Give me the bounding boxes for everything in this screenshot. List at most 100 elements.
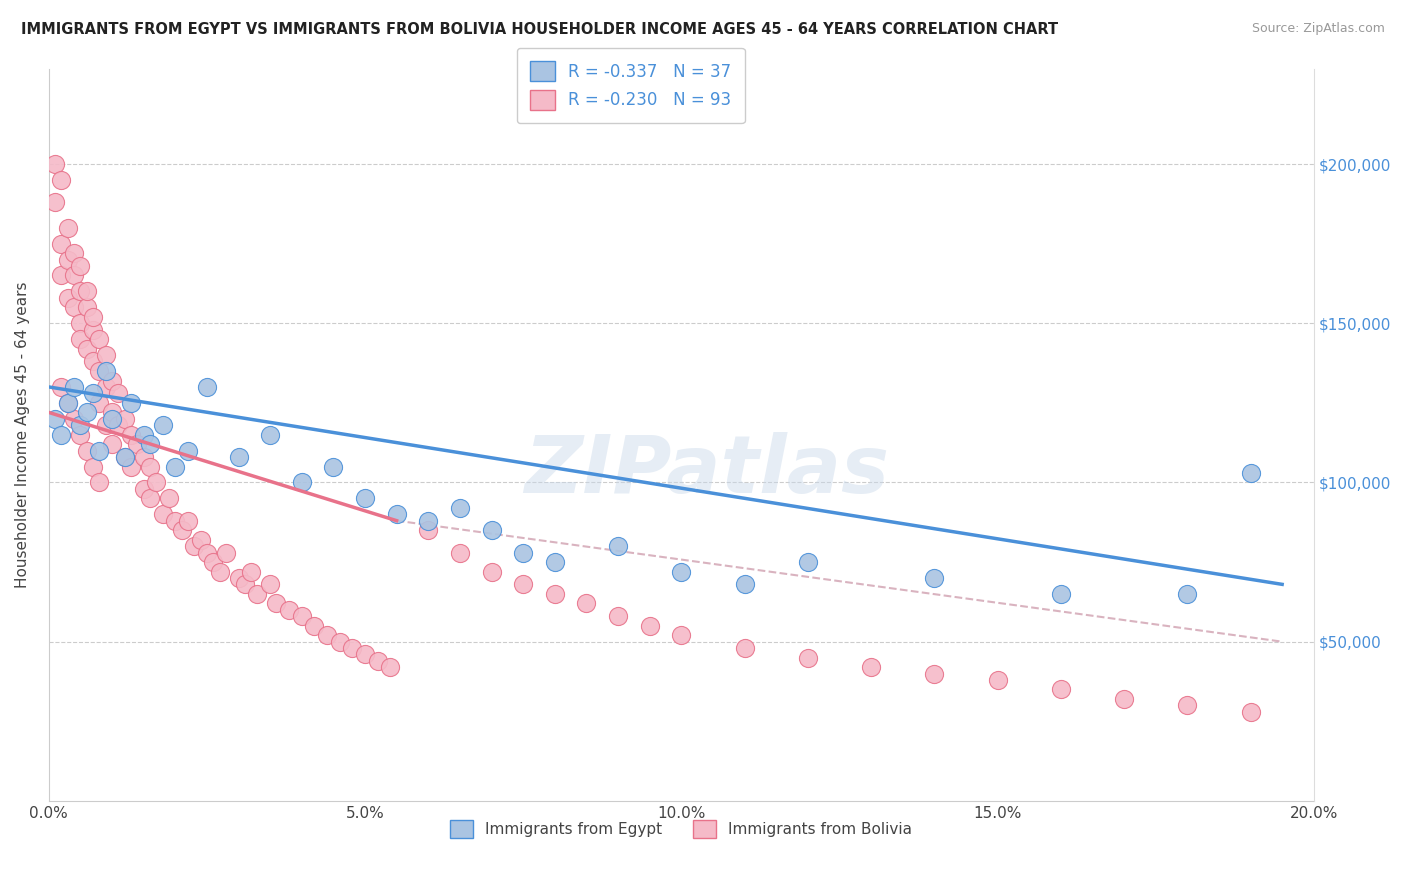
Point xyxy=(418,523,440,537)
Point xyxy=(246,587,269,601)
Point xyxy=(82,386,104,401)
Point xyxy=(228,571,250,585)
Point xyxy=(76,342,98,356)
Point xyxy=(607,609,630,624)
Point xyxy=(89,475,111,490)
Point xyxy=(101,411,124,425)
Point xyxy=(69,285,91,299)
Point xyxy=(139,491,162,506)
Point xyxy=(208,565,231,579)
Point xyxy=(380,660,402,674)
Point xyxy=(51,268,73,283)
Point xyxy=(51,236,73,251)
Point xyxy=(152,508,174,522)
Text: Source: ZipAtlas.com: Source: ZipAtlas.com xyxy=(1251,22,1385,36)
Point xyxy=(44,195,66,210)
Point xyxy=(69,332,91,346)
Point xyxy=(120,459,142,474)
Point xyxy=(120,396,142,410)
Point xyxy=(63,301,86,315)
Point xyxy=(94,380,117,394)
Point xyxy=(304,619,326,633)
Point xyxy=(986,673,1008,687)
Y-axis label: Householder Income Ages 45 - 64 years: Householder Income Ages 45 - 64 years xyxy=(15,282,30,588)
Point xyxy=(82,459,104,474)
Point xyxy=(44,411,66,425)
Point xyxy=(367,654,389,668)
Point xyxy=(481,523,503,537)
Point xyxy=(544,555,567,569)
Point xyxy=(76,285,98,299)
Point xyxy=(671,628,693,642)
Point xyxy=(89,396,111,410)
Point xyxy=(449,545,471,559)
Point xyxy=(157,491,180,506)
Point xyxy=(94,364,117,378)
Point xyxy=(202,555,225,569)
Point xyxy=(177,514,200,528)
Point xyxy=(51,173,73,187)
Point xyxy=(76,405,98,419)
Point xyxy=(859,660,882,674)
Point xyxy=(342,641,364,656)
Point xyxy=(1175,698,1198,713)
Point xyxy=(107,386,129,401)
Point xyxy=(1049,587,1071,601)
Point xyxy=(82,354,104,368)
Point xyxy=(89,332,111,346)
Point xyxy=(82,310,104,324)
Point xyxy=(89,443,111,458)
Text: IMMIGRANTS FROM EGYPT VS IMMIGRANTS FROM BOLIVIA HOUSEHOLDER INCOME AGES 45 - 64: IMMIGRANTS FROM EGYPT VS IMMIGRANTS FROM… xyxy=(21,22,1059,37)
Point xyxy=(139,437,162,451)
Point xyxy=(120,427,142,442)
Point xyxy=(132,482,155,496)
Point xyxy=(233,577,256,591)
Point xyxy=(240,565,263,579)
Point xyxy=(114,450,136,464)
Point xyxy=(322,459,344,474)
Point xyxy=(69,259,91,273)
Point xyxy=(51,380,73,394)
Point xyxy=(101,437,124,451)
Point xyxy=(512,577,534,591)
Point xyxy=(63,380,86,394)
Point xyxy=(127,437,149,451)
Point xyxy=(449,500,471,515)
Point xyxy=(1112,692,1135,706)
Point xyxy=(354,491,377,506)
Point xyxy=(1049,682,1071,697)
Point xyxy=(259,427,281,442)
Point xyxy=(165,514,187,528)
Point xyxy=(94,418,117,433)
Point xyxy=(76,443,98,458)
Point xyxy=(69,316,91,330)
Point xyxy=(145,475,167,490)
Point xyxy=(228,450,250,464)
Point xyxy=(63,268,86,283)
Point xyxy=(1239,705,1261,719)
Point xyxy=(418,514,440,528)
Point xyxy=(69,418,91,433)
Point xyxy=(114,450,136,464)
Point xyxy=(132,427,155,442)
Point xyxy=(94,348,117,362)
Point xyxy=(671,565,693,579)
Point xyxy=(56,396,79,410)
Point xyxy=(107,418,129,433)
Point xyxy=(56,252,79,267)
Point xyxy=(56,396,79,410)
Point xyxy=(734,641,756,656)
Point xyxy=(63,411,86,425)
Point xyxy=(215,545,238,559)
Point xyxy=(56,220,79,235)
Point xyxy=(266,597,288,611)
Point xyxy=(114,411,136,425)
Point xyxy=(544,587,567,601)
Point xyxy=(638,619,661,633)
Point xyxy=(165,459,187,474)
Point xyxy=(190,533,212,547)
Point xyxy=(195,545,218,559)
Point xyxy=(1175,587,1198,601)
Point xyxy=(329,634,352,648)
Point xyxy=(56,291,79,305)
